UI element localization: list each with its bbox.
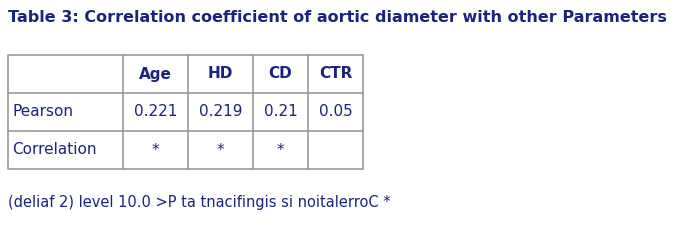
Text: CD: CD xyxy=(268,67,292,82)
Text: (deliaf 2) level 10.0 >P ta tnacifingis si noitalerroC *: (deliaf 2) level 10.0 >P ta tnacifingis … xyxy=(8,195,391,210)
Text: 0.219: 0.219 xyxy=(199,104,242,119)
Text: Pearson: Pearson xyxy=(12,104,73,119)
Text: *: * xyxy=(152,143,159,158)
Text: HD: HD xyxy=(208,67,233,82)
Text: *: * xyxy=(277,143,284,158)
Text: 0.21: 0.21 xyxy=(264,104,297,119)
Text: 0.05: 0.05 xyxy=(319,104,352,119)
Text: *: * xyxy=(217,143,224,158)
Text: Correlation: Correlation xyxy=(12,143,96,158)
Text: Table 3: Correlation coefficient of aortic diameter with other Parameters: Table 3: Correlation coefficient of aort… xyxy=(8,10,667,25)
Bar xyxy=(8,55,363,169)
Text: CTR: CTR xyxy=(319,67,352,82)
Text: 0.221: 0.221 xyxy=(134,104,177,119)
Text: Age: Age xyxy=(139,67,172,82)
